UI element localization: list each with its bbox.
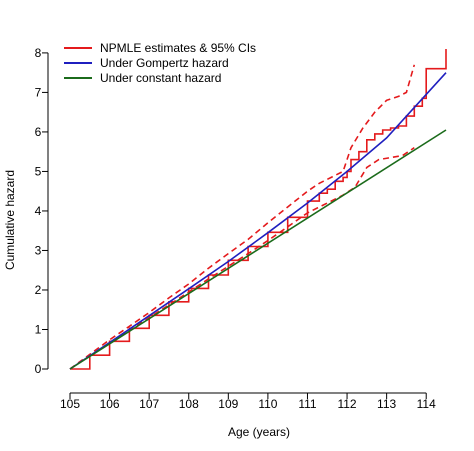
y-tick-label: 8 xyxy=(35,46,42,60)
y-tick-label: 6 xyxy=(35,125,42,139)
legend-label: Under constant hazard xyxy=(100,71,221,85)
legend-label: Under Gompertz hazard xyxy=(100,56,229,70)
y-axis-label: Cumulative hazard xyxy=(3,170,17,270)
x-tick-label: 107 xyxy=(139,397,159,411)
x-axis-label: Age (years) xyxy=(228,425,290,439)
legend-label: NPMLE estimates & 95% CIs xyxy=(100,41,256,55)
series-line-4 xyxy=(69,129,447,370)
y-tick-label: 4 xyxy=(35,204,42,218)
x-tick-label: 105 xyxy=(60,397,80,411)
x-tick-label: 113 xyxy=(377,397,396,411)
x-tick-label: 111 xyxy=(298,397,317,411)
x-tick-label: 109 xyxy=(218,397,238,411)
y-tick-label: 7 xyxy=(35,85,42,99)
y-tick-label: 5 xyxy=(35,164,42,178)
series-line-0 xyxy=(70,49,447,370)
y-tick-label: 2 xyxy=(35,283,42,297)
series-line-3 xyxy=(69,72,447,370)
x-tick-label: 108 xyxy=(179,397,199,411)
y-tick-label: 1 xyxy=(35,322,42,336)
x-tick-label: 110 xyxy=(258,397,277,411)
y-tick-label: 3 xyxy=(35,243,42,257)
y-tick-label: 0 xyxy=(35,362,42,376)
series-line-2 xyxy=(69,64,416,370)
x-tick-label: 112 xyxy=(337,397,356,411)
axes: 105 106 107 108 109 110 111 112 113 114 0 1 2 3 4 5 6 7 8 xyxy=(35,46,436,411)
x-tick-label: 114 xyxy=(417,397,436,411)
x-tick-label: 106 xyxy=(100,397,120,411)
plot-lines xyxy=(69,49,447,370)
series-line-1 xyxy=(69,147,415,370)
